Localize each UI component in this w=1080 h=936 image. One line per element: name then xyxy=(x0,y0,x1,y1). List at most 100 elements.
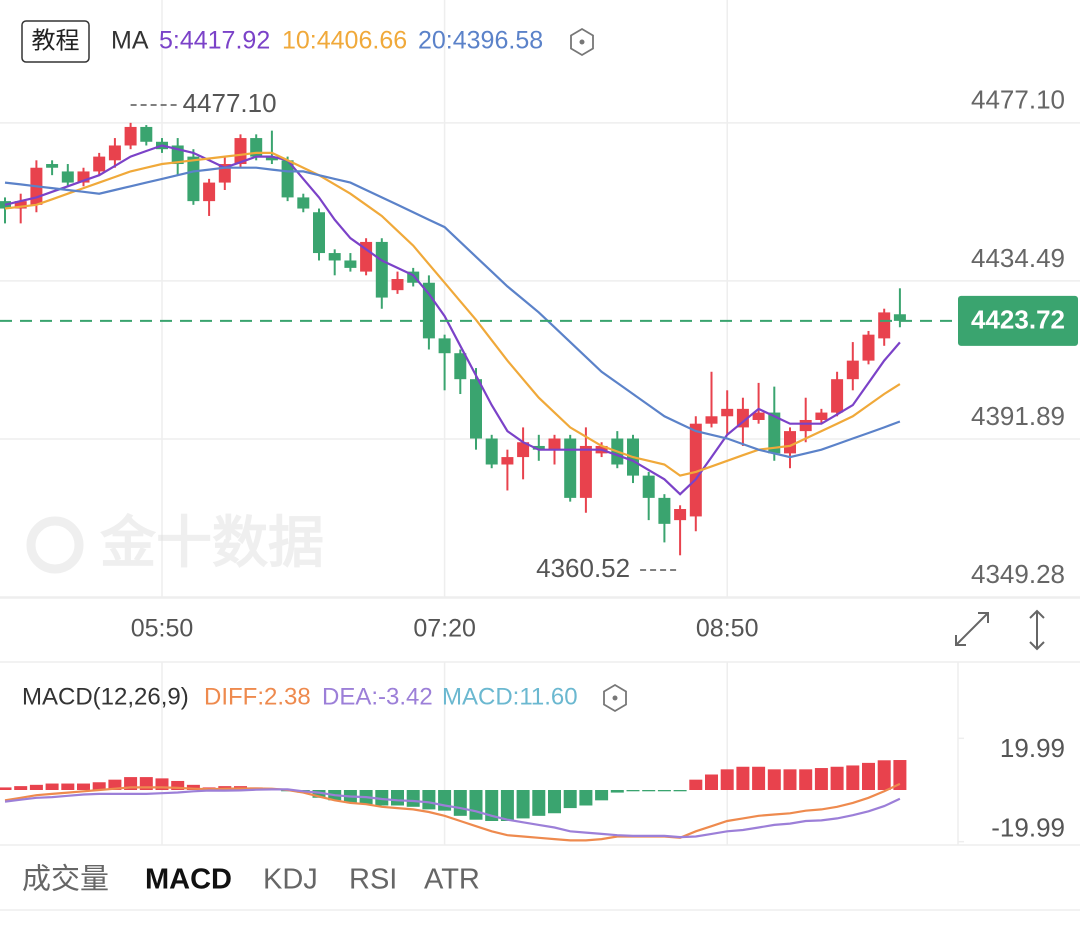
macd-bar xyxy=(720,769,734,790)
macd-bar xyxy=(814,768,828,790)
macd-bar xyxy=(453,790,467,816)
candle-body xyxy=(736,408,749,428)
candle-body xyxy=(140,126,153,142)
candle-body xyxy=(674,509,687,521)
candle-body xyxy=(642,475,655,498)
macd-bar xyxy=(689,779,703,790)
macd-bar xyxy=(375,790,389,806)
resize-arrows[interactable] xyxy=(1029,609,1045,651)
tutorial-button[interactable] xyxy=(21,20,90,63)
macd-bar xyxy=(312,790,326,798)
macd-bar xyxy=(783,769,797,790)
ma-label: MA xyxy=(111,27,149,55)
plot-layer: 4477.10 4434.49 4391.89 4349.28 05:50 07:20 08… xyxy=(0,85,1078,843)
candle-body xyxy=(705,416,718,424)
candle-body xyxy=(784,431,796,454)
candle-body xyxy=(187,156,200,202)
macd-title: MACD(12,26,9) xyxy=(22,683,189,710)
candle-body xyxy=(862,334,875,361)
tutorial-button-label[interactable]: 教程 xyxy=(32,27,80,54)
macd-bar xyxy=(155,778,169,790)
macd-bar xyxy=(705,774,718,790)
candle-body xyxy=(124,126,137,146)
candle-body xyxy=(77,171,90,183)
candle-body xyxy=(831,379,844,413)
fullscreen-arrows[interactable] xyxy=(955,612,989,646)
macd-bar xyxy=(171,780,185,790)
macd-bar xyxy=(579,790,593,806)
candle-body xyxy=(93,156,106,172)
macd-bar xyxy=(500,790,514,821)
watermark-logo xyxy=(26,516,84,574)
diff-legend: DIFF:2.38 xyxy=(204,683,311,710)
y-tick-label: 4434.49 xyxy=(971,243,1065,273)
macd-bar xyxy=(799,769,813,790)
candle-body xyxy=(485,438,498,465)
macd-bar xyxy=(92,782,106,790)
macd-line xyxy=(4,782,901,842)
candle-body xyxy=(470,379,482,439)
ma-settings-icon[interactable] xyxy=(570,27,594,57)
candle-body xyxy=(391,279,404,291)
macd-settings-icon[interactable] xyxy=(603,683,627,713)
x-tick-label: 08:50 xyxy=(696,615,759,643)
macd-bar xyxy=(0,787,12,790)
indicator-tabs: 成交量 MACD KDJ RSI ATR xyxy=(22,863,480,896)
ma-line xyxy=(4,144,901,496)
x-tick-label: 05:50 xyxy=(131,615,194,643)
candle-body xyxy=(517,442,530,458)
dea-legend: DEA:-3.42 xyxy=(322,683,433,710)
indicator-tab[interactable]: ATR xyxy=(424,864,480,896)
candle-body xyxy=(768,412,781,454)
macd-bar xyxy=(108,779,122,790)
y-tick-label: -19.99 xyxy=(991,813,1065,843)
candle-body xyxy=(658,497,671,524)
resize-icon[interactable] xyxy=(1029,609,1045,651)
macd-bar xyxy=(438,790,452,811)
settings-dot[interactable] xyxy=(612,695,618,701)
candle-body xyxy=(234,138,247,165)
candle-body xyxy=(815,412,828,420)
macd-bar xyxy=(626,790,640,792)
macd-bar xyxy=(532,790,546,816)
macd-bar xyxy=(61,783,75,790)
ma-line xyxy=(4,151,901,477)
macd-bar xyxy=(657,790,671,792)
candle-body xyxy=(360,241,373,272)
indicator-tab[interactable]: RSI xyxy=(349,864,397,896)
candle-body xyxy=(407,271,420,283)
settings-hexagon[interactable] xyxy=(603,683,627,713)
settings-hexagon[interactable] xyxy=(570,27,594,57)
macd-bar xyxy=(767,769,781,790)
macd-bar xyxy=(595,790,609,801)
macd-bar xyxy=(14,786,28,790)
candle-body xyxy=(328,253,341,261)
candle-body xyxy=(108,145,121,161)
candle-body xyxy=(265,156,278,161)
candle-body xyxy=(501,457,514,465)
candle-body xyxy=(281,160,294,198)
candle-body xyxy=(532,445,545,450)
indicator-tab[interactable]: 成交量 xyxy=(22,863,109,896)
candle-body xyxy=(799,419,812,432)
macd-bar xyxy=(516,790,530,819)
candle-body xyxy=(846,360,859,380)
macd-line xyxy=(4,788,901,839)
candle-body xyxy=(454,353,467,380)
candle-body xyxy=(893,314,906,321)
macd-bar xyxy=(422,790,436,810)
ma-legend: 10:4406.66 xyxy=(282,27,407,55)
last-price-badge xyxy=(958,295,1078,346)
macd-bar xyxy=(752,766,766,790)
y-tick-label: 19.99 xyxy=(1000,733,1065,763)
candle-body xyxy=(14,201,27,209)
indicator-tab[interactable]: KDJ xyxy=(263,864,318,896)
fullscreen-icon[interactable] xyxy=(955,612,989,646)
indicator-tab[interactable]: MACD xyxy=(145,864,232,896)
macd-bar xyxy=(877,760,891,790)
settings-dot[interactable] xyxy=(579,39,585,45)
watermark-text: 金十数据 xyxy=(99,511,324,574)
macd-bar xyxy=(893,760,907,790)
watermark: 金十数据 xyxy=(26,511,324,574)
